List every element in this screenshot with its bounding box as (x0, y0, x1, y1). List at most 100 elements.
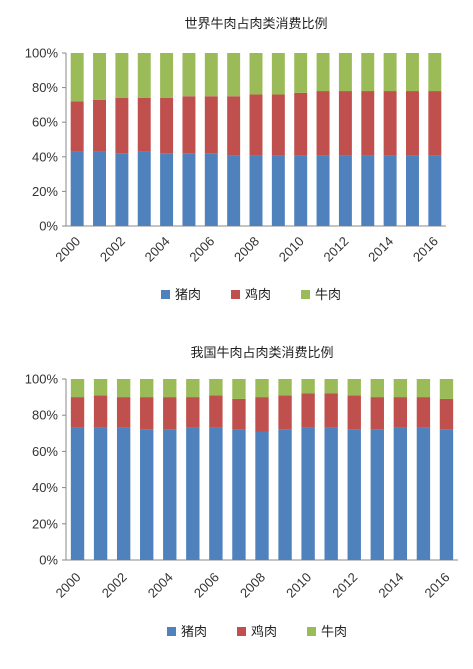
legend-swatch (301, 290, 310, 299)
bar-segment-2011-鸡肉 (316, 91, 330, 156)
bar-segment-2008-牛肉 (249, 53, 263, 95)
bar-segment-2013-鸡肉 (370, 397, 384, 430)
y-tick-label: 0% (39, 553, 58, 568)
bar-segment-2000-牛肉 (70, 379, 85, 398)
bar-segment-2007-鸡肉 (232, 398, 246, 430)
bar-segment-2008-牛肉 (255, 379, 269, 398)
bar-segment-2002-鸡肉 (115, 97, 129, 154)
y-tick-label: 0% (39, 219, 58, 234)
bar-segment-2012-牛肉 (347, 379, 361, 396)
y-tick-label: 60% (32, 444, 58, 459)
bar-segment-2014-鸡肉 (393, 397, 408, 428)
y-tick-label: 60% (32, 115, 58, 130)
x-tick-label: 2006 (186, 234, 217, 265)
bar-segment-2012-猪肉 (347, 429, 361, 560)
bar-segment-2010-鸡肉 (301, 393, 315, 428)
bar-segment-2000-猪肉 (70, 427, 85, 560)
bar-segment-2011-鸡肉 (324, 393, 338, 428)
bar-segment-2002-牛肉 (115, 53, 129, 98)
bar-segment-2016-猪肉 (428, 155, 442, 226)
x-tick-label: 2002 (99, 570, 130, 601)
bar-segment-2006-鸡肉 (209, 395, 223, 428)
bar-segment-2013-猪肉 (361, 155, 375, 226)
x-tick-label: 2002 (97, 234, 128, 265)
legend-swatch (231, 290, 240, 299)
bar-segment-2004-鸡肉 (163, 397, 177, 430)
y-tick-label: 100% (25, 46, 59, 61)
bar-segment-2011-猪肉 (316, 155, 330, 226)
bar-segment-2008-鸡肉 (255, 397, 269, 432)
bar-segment-2000-鸡肉 (70, 101, 84, 152)
bar-segment-2005-牛肉 (186, 379, 200, 398)
x-tick-label: 2000 (52, 234, 83, 265)
x-tick-label: 2014 (375, 570, 406, 601)
bar-segment-2004-牛肉 (160, 53, 174, 98)
bar-segment-2009-猪肉 (278, 429, 292, 560)
bar-segment-2015-猪肉 (416, 427, 431, 560)
legend-label: 猪肉 (181, 625, 207, 640)
bar-segment-2007-鸡肉 (227, 96, 241, 156)
legend-swatch (167, 627, 176, 636)
bar-segment-2007-猪肉 (227, 155, 241, 226)
bar-segment-2005-猪肉 (186, 427, 200, 560)
bar-segment-2004-鸡肉 (160, 97, 174, 154)
bar-segment-2014-猪肉 (383, 155, 397, 226)
bar-segment-2015-猪肉 (405, 155, 419, 226)
bar-segment-2011-猪肉 (324, 427, 338, 560)
bar-segment-2001-猪肉 (93, 427, 108, 560)
chart-2: 我国牛肉占肉类消费比例 0% 20% 40% 60% 80% 100% 2000 2002 200… (25, 346, 458, 640)
bar-segment-2003-牛肉 (140, 379, 154, 398)
y-tick-label: 100% (25, 372, 59, 387)
bar-segment-2008-鸡肉 (249, 94, 263, 156)
legend-label: 猪肉 (175, 288, 201, 303)
chart-title: 世界牛肉占肉类消费比例 (184, 17, 327, 32)
bar-segment-2003-猪肉 (137, 151, 151, 226)
chart-title: 我国牛肉占肉类消费比例 (190, 346, 333, 361)
bar-segment-2009-鸡肉 (271, 94, 285, 156)
bar-segment-2005-鸡肉 (182, 96, 196, 154)
bar-segment-2002-猪肉 (115, 153, 129, 226)
bar-segment-2007-猪肉 (232, 429, 246, 560)
bar-segment-2004-牛肉 (163, 379, 177, 398)
bar-segment-2006-牛肉 (209, 379, 223, 396)
bar-segment-2011-牛肉 (316, 53, 330, 92)
x-tick-label: 2006 (191, 570, 222, 601)
bar-segment-2001-牛肉 (93, 379, 108, 396)
bar-segment-2001-猪肉 (93, 151, 107, 226)
bar-segment-2014-牛肉 (383, 53, 397, 92)
bar-segment-2008-猪肉 (249, 155, 263, 226)
bar-segment-2007-牛肉 (232, 379, 246, 399)
bar-segment-2013-牛肉 (361, 53, 375, 92)
bar-segment-2000-鸡肉 (70, 397, 85, 428)
bar-segment-2003-鸡肉 (140, 397, 154, 430)
y-tick-label: 20% (32, 184, 58, 199)
bar-segment-2003-鸡肉 (137, 97, 151, 152)
bar-segment-2016-鸡肉 (439, 398, 454, 430)
bar-segment-2006-鸡肉 (204, 96, 218, 154)
legend-label: 鸡肉 (245, 287, 271, 303)
bar-segment-2000-猪肉 (70, 151, 84, 226)
x-tick-label: 2000 (53, 570, 84, 601)
y-tick-label: 40% (32, 149, 58, 164)
legend-swatch (161, 290, 170, 299)
x-tick-label: 2008 (237, 570, 268, 601)
bar-segment-2006-猪肉 (209, 427, 223, 560)
bar-segment-2005-猪肉 (182, 153, 196, 226)
bar-segment-2003-猪肉 (140, 429, 154, 560)
bar-segment-2002-牛肉 (116, 379, 131, 398)
bar-segment-2009-牛肉 (271, 53, 285, 95)
x-tick-label: 2014 (365, 234, 396, 265)
y-tick-label: 40% (32, 480, 58, 495)
chart-1: 世界牛肉占肉类消费比例 0% 20% 40% 60% 80% 100% 2000 2002 200… (25, 17, 446, 303)
bar-segment-2014-鸡肉 (383, 91, 397, 156)
bar-segment-2012-鸡肉 (338, 91, 352, 156)
bar-segment-2015-牛肉 (416, 379, 431, 398)
bar-segment-2010-鸡肉 (294, 92, 308, 156)
y-tick-label: 20% (32, 516, 58, 531)
bar-segment-2013-猪肉 (370, 429, 384, 560)
bar-segment-2003-牛肉 (137, 53, 151, 98)
legend-label: 牛肉 (315, 288, 341, 303)
bar-segment-2015-鸡肉 (416, 397, 431, 428)
x-tick-label: 2004 (145, 570, 176, 601)
